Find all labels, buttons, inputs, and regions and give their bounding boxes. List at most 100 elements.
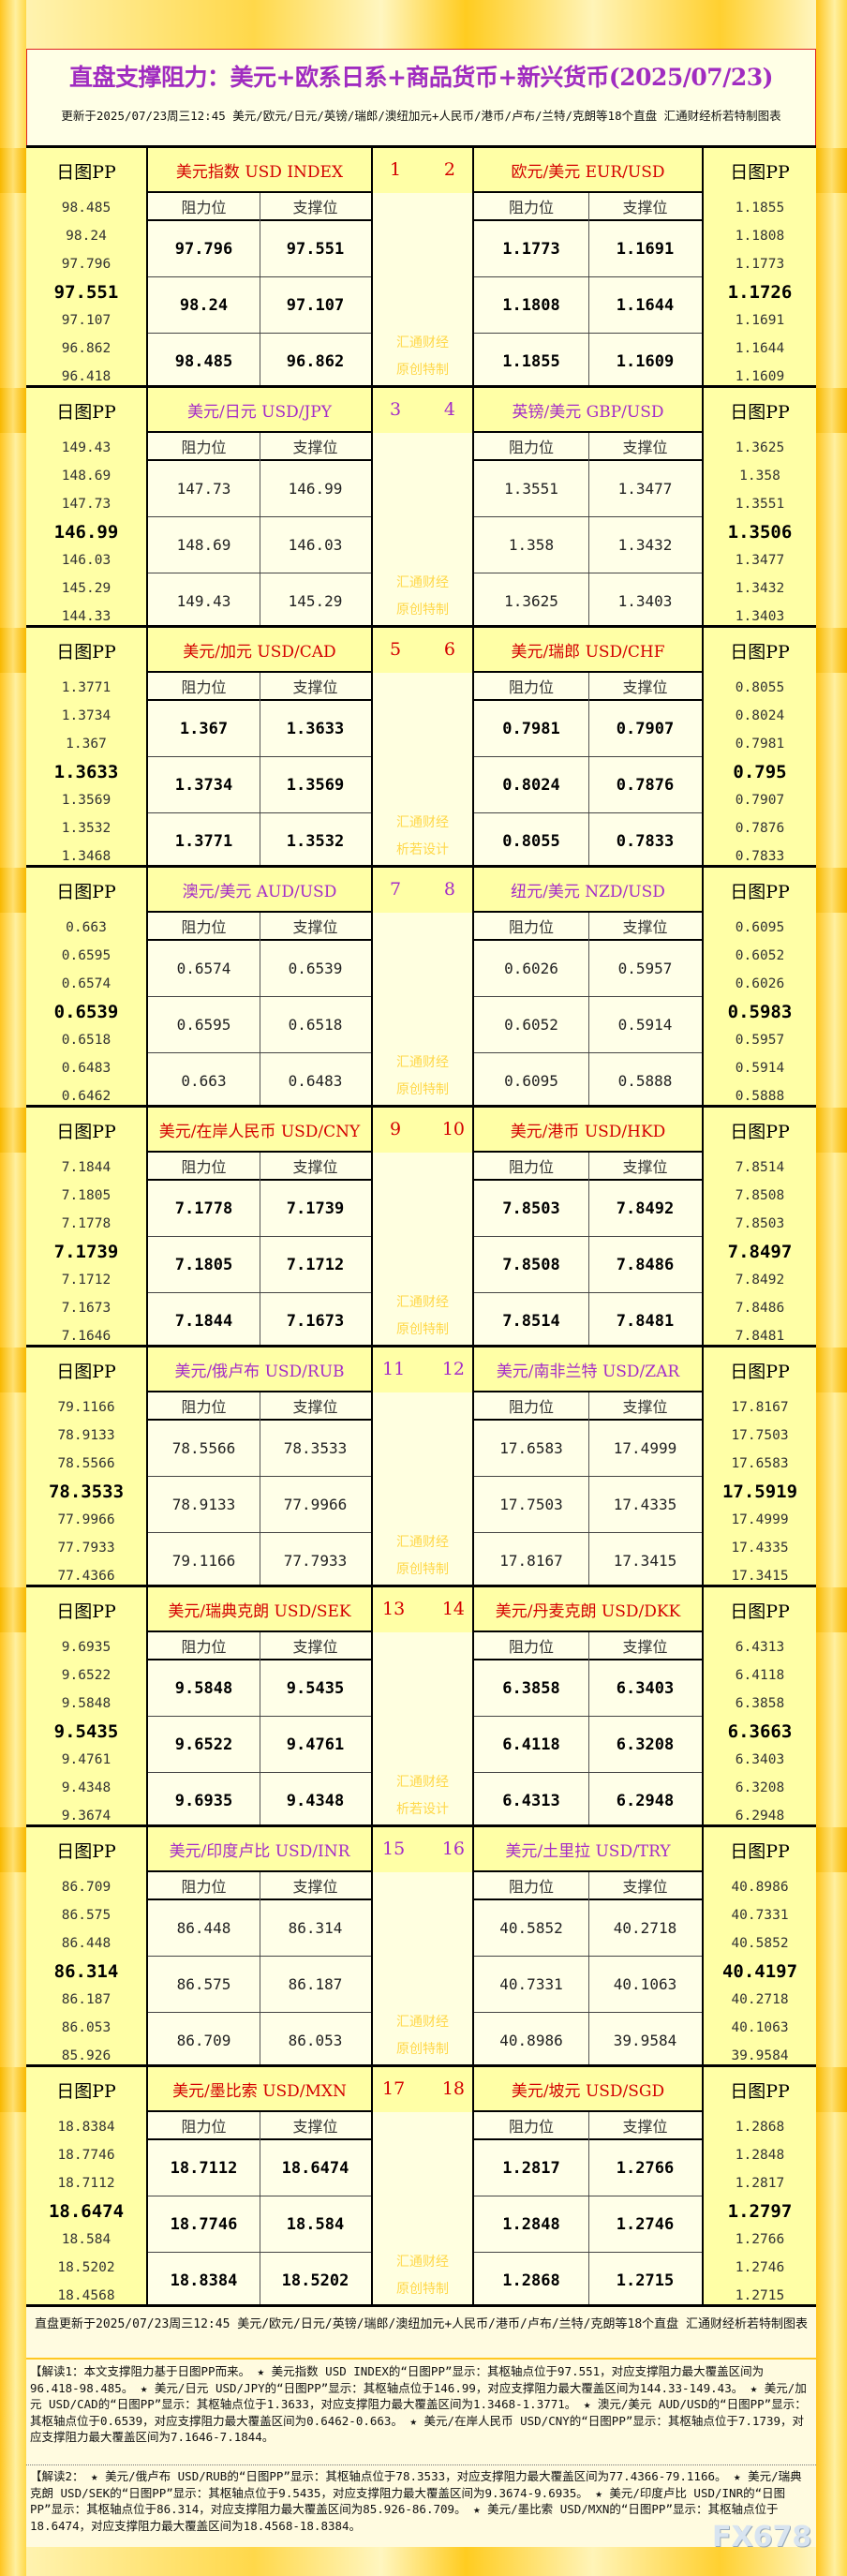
pp-title: 日图PP: [56, 1361, 116, 1382]
pivot-value: 86.314: [53, 1961, 119, 1982]
frame-ornament: [816, 1348, 847, 1392]
pp-level: 0.8055: [735, 680, 785, 695]
pair-table-left: 美元/加元 USD/CAD 阻力位 支撑位 1.367 1.3633 1.3734 1.35…: [146, 628, 373, 870]
resistance-value: 78.9133: [148, 1477, 260, 1533]
pp-level: 0.5888: [735, 1089, 785, 1104]
pp-level: 40.8986: [731, 1880, 789, 1895]
pp-level: 9.6522: [61, 1668, 111, 1683]
resistance-value: 0.6595: [148, 997, 260, 1053]
support-header: 支撑位: [588, 193, 702, 221]
frame-ornament: [0, 868, 26, 913]
left-frame: [0, 0, 26, 2576]
pair-name: 美元/俄卢布 USD/RUB: [148, 1348, 371, 1392]
pp-level: 39.9584: [731, 2048, 789, 2063]
support-value: 77.7933: [260, 1533, 371, 1589]
pair-number-right: 6: [443, 639, 455, 660]
pp-level: 0.663: [66, 920, 107, 935]
resistance-value: 149.43: [148, 573, 260, 630]
pp-column-left: 日图PP 98.485 98.24 97.796 97.551 97.107 96.862 9…: [26, 148, 146, 388]
resistance-header: 阻力位: [148, 673, 260, 701]
resistance-value: 7.1778: [148, 1181, 260, 1237]
pp-level: 7.1844: [61, 1160, 111, 1175]
pp-column-left: 日图PP 86.709 86.575 86.448 86.314 86.187 86.053…: [26, 1827, 146, 2067]
pair-block: 日图PP 98.485 98.24 97.796 97.551 97.107 96.862 9…: [0, 145, 847, 390]
frame-ornament: [816, 868, 847, 913]
pp-level: 1.1808: [735, 229, 785, 244]
pair-block: 日图PP 0.663 0.6595 0.6574 0.6539 0.6518 0.6483 0…: [0, 865, 847, 1109]
pair-name: 美元指数 USD INDEX: [148, 148, 371, 193]
pp-level: 147.73: [61, 497, 111, 512]
pp-level: 0.6595: [61, 948, 111, 963]
pair-number-column: 3 4 汇通财经 原创特制: [373, 388, 472, 628]
pair-table-right: 英镑/美元 GBP/USD 阻力位 支撑位 1.3551 1.3477 1.358 1.34…: [472, 388, 704, 630]
support-value: 7.1712: [260, 1237, 371, 1293]
support-header: 支撑位: [588, 913, 702, 941]
resistance-header: 阻力位: [474, 1392, 588, 1421]
watermark-text: 原创特制: [396, 1562, 449, 1577]
pp-level: 1.3771: [61, 680, 111, 695]
column-divider: [588, 1872, 589, 2067]
frame-ornament: [0, 1348, 26, 1392]
pivot-value: 1.3506: [727, 522, 793, 543]
pair-numbers: 11 12: [373, 1348, 472, 1392]
support-header: 支撑位: [260, 1153, 371, 1181]
pp-level: 77.9966: [57, 1512, 115, 1527]
pp-level: 0.6462: [61, 1089, 111, 1104]
resistance-value: 1.2868: [474, 2253, 588, 2309]
pp-title: 日图PP: [56, 881, 116, 902]
resistance-value: 86.448: [148, 1900, 260, 1957]
support-value: 7.8481: [588, 1293, 702, 1349]
support-value: 9.4348: [260, 1773, 371, 1829]
pair-name: 美元/南非兰特 USD/ZAR: [474, 1348, 702, 1392]
page-subtitle: 更新于2025/07/23周三12:45 美元/欧元/日元/英镑/瑞郎/澳纽加元…: [61, 109, 781, 123]
pp-column-right: 日图PP 0.6095 0.6052 0.6026 0.5983 0.5957 0.5914…: [704, 868, 816, 1108]
resistance-value: 86.575: [148, 1957, 260, 2013]
pair-name: 澳元/美元 AUD/USD: [148, 868, 371, 913]
pp-column-left: 日图PP 1.3771 1.3734 1.367 1.3633 1.3569 1.3532 1…: [26, 628, 146, 868]
pp-level: 7.1673: [61, 1301, 111, 1316]
pp-level: 18.8384: [57, 2120, 115, 2135]
pair-number-column: 7 8 汇通财经 原创特制: [373, 868, 472, 1108]
pp-level: 6.4313: [735, 1640, 785, 1655]
pp-level: 0.6518: [61, 1033, 111, 1048]
pair-number-left: 1: [390, 159, 402, 180]
pp-level: 9.4348: [61, 1780, 111, 1795]
resistance-header: 阻力位: [148, 1153, 260, 1181]
resistance-value: 79.1166: [148, 1533, 260, 1589]
pp-title: 日图PP: [56, 1601, 116, 1622]
pp-level: 1.3625: [735, 440, 785, 455]
resistance-value: 98.24: [148, 277, 260, 334]
support-header: 支撑位: [260, 2112, 371, 2140]
support-header: 支撑位: [588, 1392, 702, 1421]
resistance-header: 阻力位: [474, 1153, 588, 1181]
frame-ornament: [816, 1827, 847, 1872]
pair-numbers: 9 10: [373, 1108, 472, 1153]
support-value: 0.5914: [588, 997, 702, 1053]
resistance-value: 9.6522: [148, 1717, 260, 1773]
resistance-value: 0.8055: [474, 813, 588, 870]
support-value: 145.29: [260, 573, 371, 630]
frame-ornament: [816, 2067, 847, 2112]
pp-level: 149.43: [61, 440, 111, 455]
support-value: 0.7907: [588, 701, 702, 757]
resistance-value: 1.3734: [148, 757, 260, 813]
pp-level: 86.575: [61, 1908, 111, 1923]
pp-level: 1.3432: [735, 581, 785, 596]
pp-level: 6.3858: [735, 1696, 785, 1711]
resistance-value: 6.4118: [474, 1717, 588, 1773]
pp-level: 7.8492: [735, 1273, 785, 1288]
pp-column-right: 日图PP 6.4313 6.4118 6.3858 6.3663 6.3403 6.3208…: [704, 1587, 816, 1827]
pp-title: 日图PP: [730, 641, 790, 663]
pp-title: 日图PP: [730, 1840, 790, 1862]
pp-column-right: 日图PP 1.2868 1.2848 1.2817 1.2797 1.2766 1.2746…: [704, 2067, 816, 2307]
pp-column-right: 日图PP 7.8514 7.8508 7.8503 7.8497 7.8492 7.8486…: [704, 1108, 816, 1348]
pp-level: 0.7907: [735, 793, 785, 808]
pivot-value: 7.8497: [727, 1242, 793, 1262]
pair-block: 日图PP 7.1844 7.1805 7.1778 7.1739 7.1712 7.1673…: [0, 1105, 847, 1349]
pivot-value: 17.5919: [721, 1482, 798, 1502]
watermark-text: 析若设计: [396, 842, 449, 857]
resistance-value: 0.6095: [474, 1053, 588, 1109]
update-note: 直盘更新于2025/07/23周三12:45 美元/欧元/日元/英镑/瑞郎/澳纽…: [35, 2317, 808, 2331]
resistance-value: 86.709: [148, 2013, 260, 2069]
